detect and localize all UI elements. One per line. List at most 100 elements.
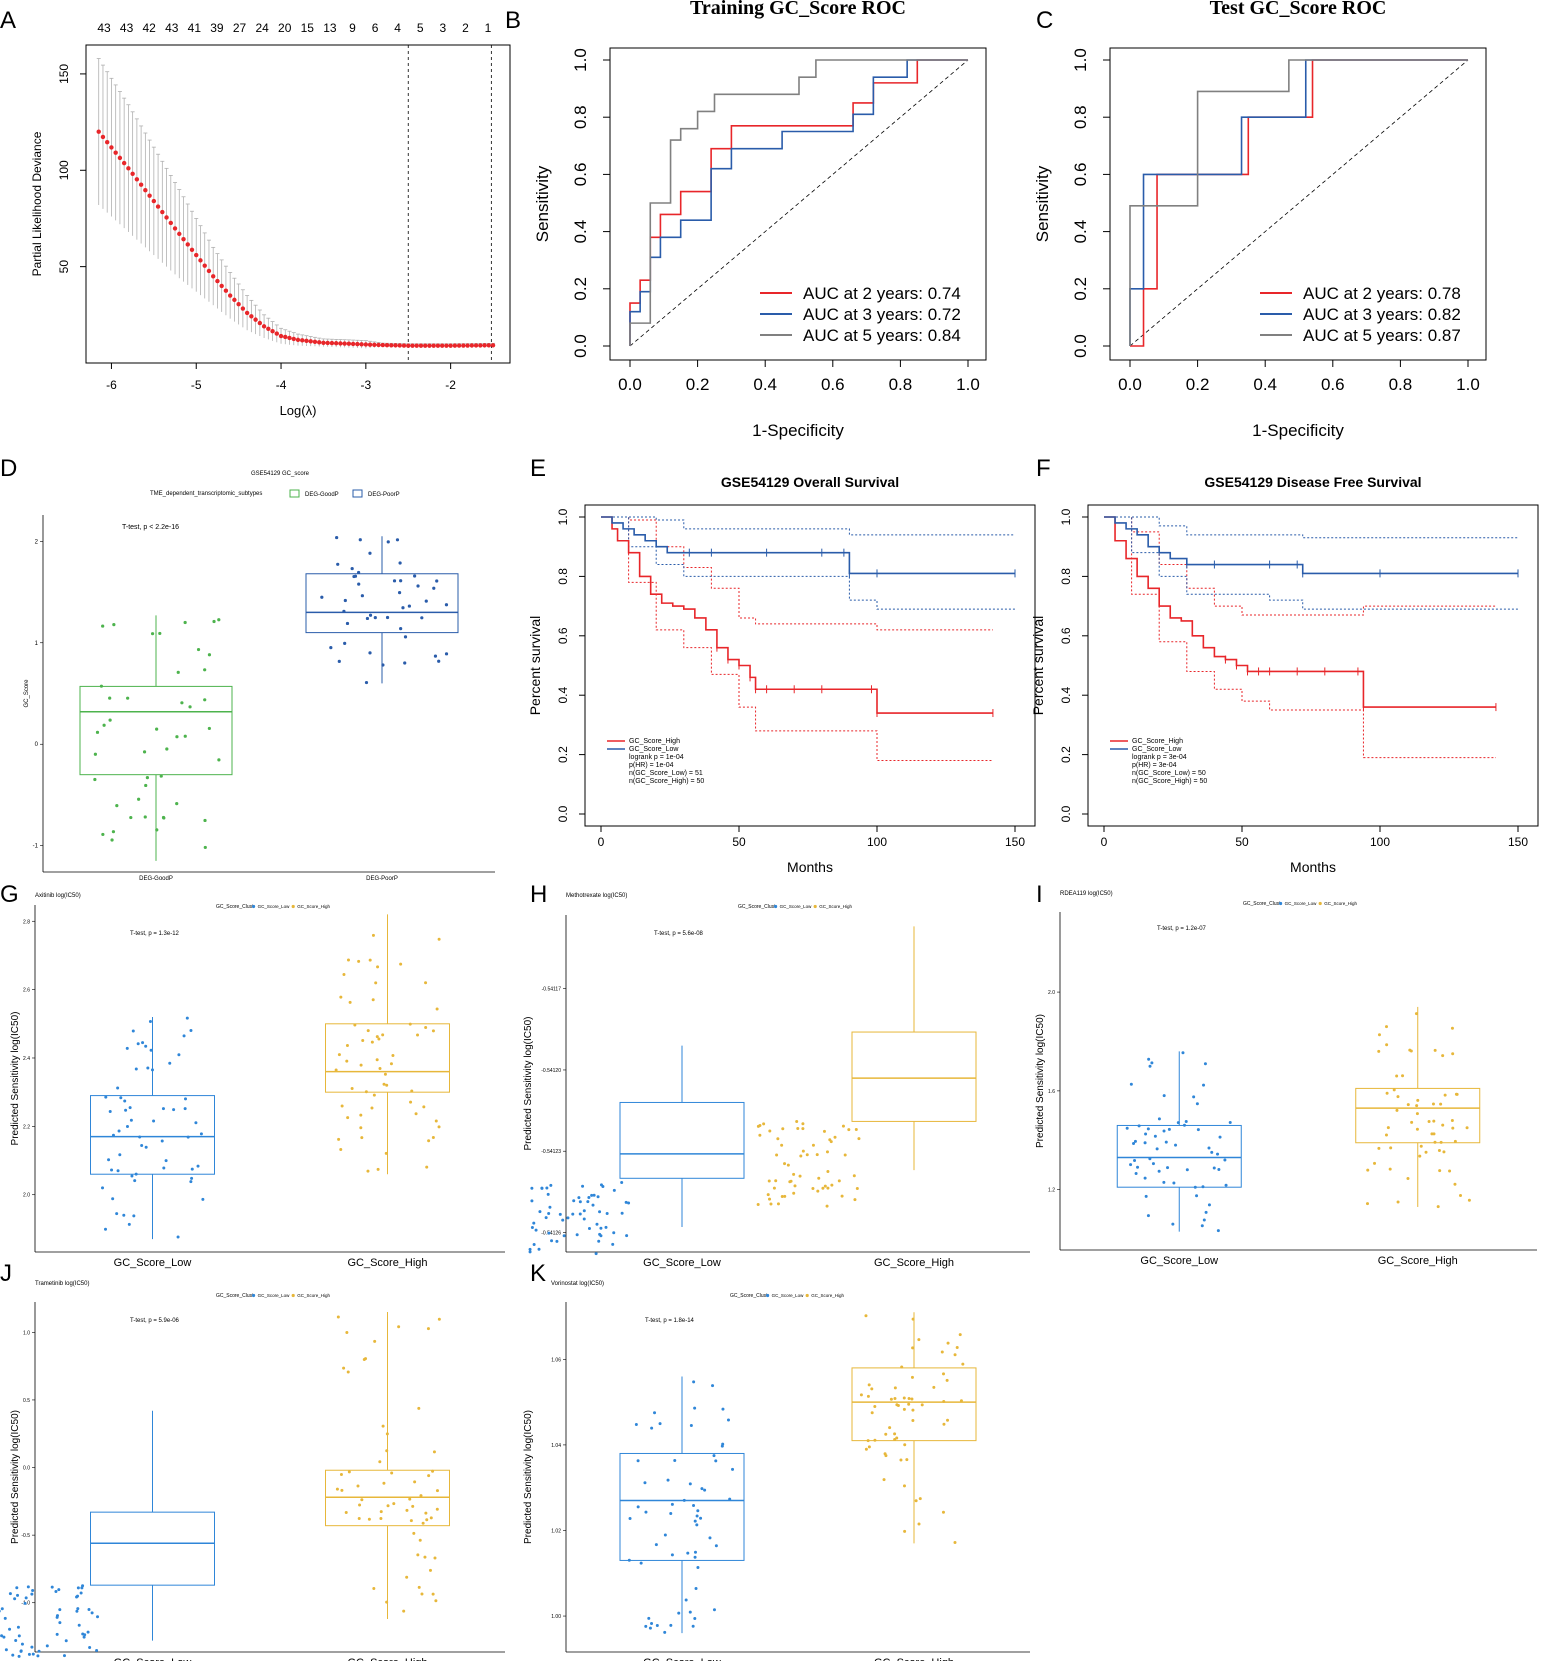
x-category-label: GC_Score_High — [347, 1657, 427, 1661]
data-point — [627, 1201, 631, 1205]
data-point — [555, 1239, 559, 1243]
data-point — [348, 1000, 352, 1004]
data-point — [183, 734, 187, 738]
deviance-point — [372, 342, 377, 347]
data-point — [432, 586, 436, 590]
data-point — [699, 1516, 703, 1520]
data-point — [145, 775, 149, 780]
data-point — [357, 959, 361, 963]
y-tick-label: 0.2 — [556, 746, 570, 763]
deviance-point — [435, 343, 441, 348]
y-tick-label: 0.8 — [1059, 568, 1073, 585]
plot-frame — [609, 47, 987, 361]
data-point — [345, 1331, 349, 1335]
panel-k: 1.00 1.02 1.04 1.06 Predicted Sensitivity lo… — [523, 1281, 1030, 1661]
data-point — [347, 1470, 351, 1474]
legend-label: GC_Score_High — [1324, 901, 1357, 906]
data-point — [1377, 1146, 1381, 1150]
data-point — [339, 1148, 343, 1152]
data-point — [134, 1172, 138, 1176]
y-tick-label: 2 — [35, 539, 39, 545]
data-point — [101, 624, 105, 628]
data-point — [700, 1487, 704, 1491]
roc-curve — [1129, 59, 1468, 346]
data-point — [873, 1438, 877, 1442]
data-point — [140, 1144, 144, 1148]
legend-label: GC_Score_Low — [258, 1293, 291, 1298]
data-point — [385, 1600, 389, 1604]
data-point — [945, 1378, 949, 1382]
data-point — [150, 632, 155, 636]
data-point — [1450, 1026, 1454, 1030]
data-point — [176, 670, 180, 674]
deviance-point — [223, 288, 229, 293]
data-point — [379, 1510, 383, 1514]
data-point — [558, 1212, 562, 1216]
data-point — [902, 1396, 906, 1400]
data-point — [686, 1551, 690, 1555]
legend-dot — [805, 1293, 809, 1298]
data-point — [1146, 1127, 1150, 1131]
data-point — [653, 1411, 657, 1415]
y-tick-label: -0.5 — [21, 1533, 30, 1539]
data-point — [111, 1133, 115, 1137]
data-point — [36, 1654, 40, 1658]
data-point — [1162, 1129, 1166, 1133]
data-point — [1193, 1185, 1197, 1189]
data-point — [620, 1211, 624, 1215]
deviance-point — [253, 317, 258, 322]
data-point — [377, 1037, 381, 1041]
data-point — [538, 1210, 542, 1214]
y-tick-label: 0.2 — [1059, 746, 1073, 763]
data-point — [364, 680, 369, 685]
data-point — [1433, 1048, 1437, 1052]
data-point — [203, 845, 207, 850]
data-point — [1176, 1121, 1180, 1125]
deviance-point — [185, 242, 190, 247]
plot-frame — [1087, 504, 1539, 827]
deviance-point — [427, 343, 432, 348]
data-point — [666, 1478, 670, 1482]
data-point — [385, 615, 390, 620]
data-point — [414, 1112, 418, 1116]
box-iqr — [79, 685, 233, 776]
data-point — [24, 1596, 28, 1600]
x-category-label: GC_Score_High — [347, 1257, 427, 1269]
data-point — [1162, 1180, 1166, 1184]
data-point — [161, 1107, 165, 1111]
data-point — [16, 1593, 20, 1597]
data-point — [86, 1630, 90, 1634]
top-tick-label: 6 — [372, 21, 379, 35]
data-point — [650, 1622, 654, 1626]
data-point — [176, 1235, 180, 1239]
data-point — [392, 579, 397, 583]
data-point — [696, 1509, 700, 1513]
data-point — [196, 647, 201, 652]
survival-curve — [601, 516, 1015, 575]
data-point — [189, 1180, 193, 1184]
data-point — [444, 652, 449, 656]
x-tick-label: -3 — [361, 378, 372, 392]
y-tick-label: 0.4 — [1059, 687, 1073, 704]
legend-label: GC_Score_High — [297, 904, 330, 909]
data-point — [712, 1454, 716, 1458]
deviance-point — [444, 343, 449, 348]
data-point — [124, 1108, 128, 1112]
box-iqr — [1116, 1124, 1242, 1188]
y-axis-label: Sensitivity — [533, 165, 552, 242]
data-point — [30, 1645, 34, 1649]
y-tick-label: -0.54120 — [541, 1068, 561, 1074]
data-point — [822, 1129, 826, 1133]
legend-title: GC_Score_Clust — [738, 904, 776, 910]
data-point — [357, 1517, 361, 1521]
deviance-point — [452, 343, 458, 348]
data-point — [368, 613, 373, 617]
y-tick-label: 1.04 — [551, 1443, 561, 1449]
data-point — [360, 1136, 364, 1140]
data-point — [408, 1497, 412, 1501]
legend-label: AUC at 5 years: 0.84 — [803, 326, 961, 345]
data-point — [416, 1553, 420, 1557]
data-point — [958, 1333, 962, 1337]
data-point — [590, 1193, 594, 1197]
panel-letter-I: I — [1036, 881, 1043, 908]
